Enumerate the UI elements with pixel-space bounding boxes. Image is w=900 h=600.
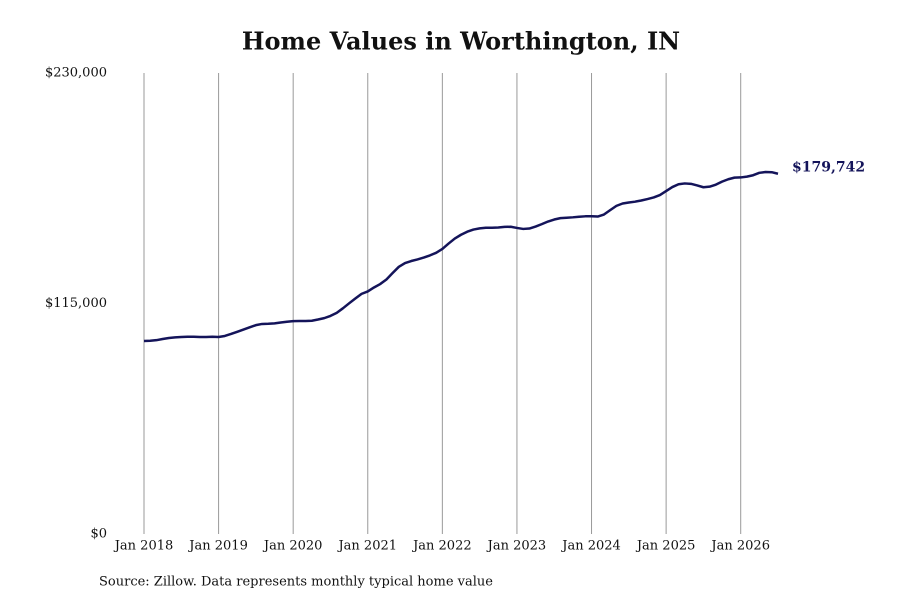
end-value-label: $179,742 (792, 160, 865, 176)
x-tick-label: Jan 2021 (336, 539, 397, 554)
x-tick-label: Jan 2022 (411, 539, 472, 554)
x-tick-label: Jan 2026 (709, 539, 770, 554)
x-tick-label: Jan 2020 (262, 539, 323, 554)
chart-title: Home Values in Worthington, IN (242, 27, 680, 56)
y-tick-label: $115,000 (45, 296, 107, 311)
x-tick-label: Jan 2018 (113, 539, 174, 554)
x-tick-label: Jan 2023 (486, 539, 547, 554)
x-tick-label: Jan 2025 (635, 539, 696, 554)
y-tick-label: $0 (90, 527, 107, 542)
source-note: Source: Zillow. Data represents monthly … (99, 575, 493, 590)
y-tick-label: $230,000 (45, 66, 107, 81)
x-tick-label: Jan 2019 (187, 539, 248, 554)
line (143, 170, 779, 343)
x-tick-label: Jan 2024 (560, 539, 621, 554)
